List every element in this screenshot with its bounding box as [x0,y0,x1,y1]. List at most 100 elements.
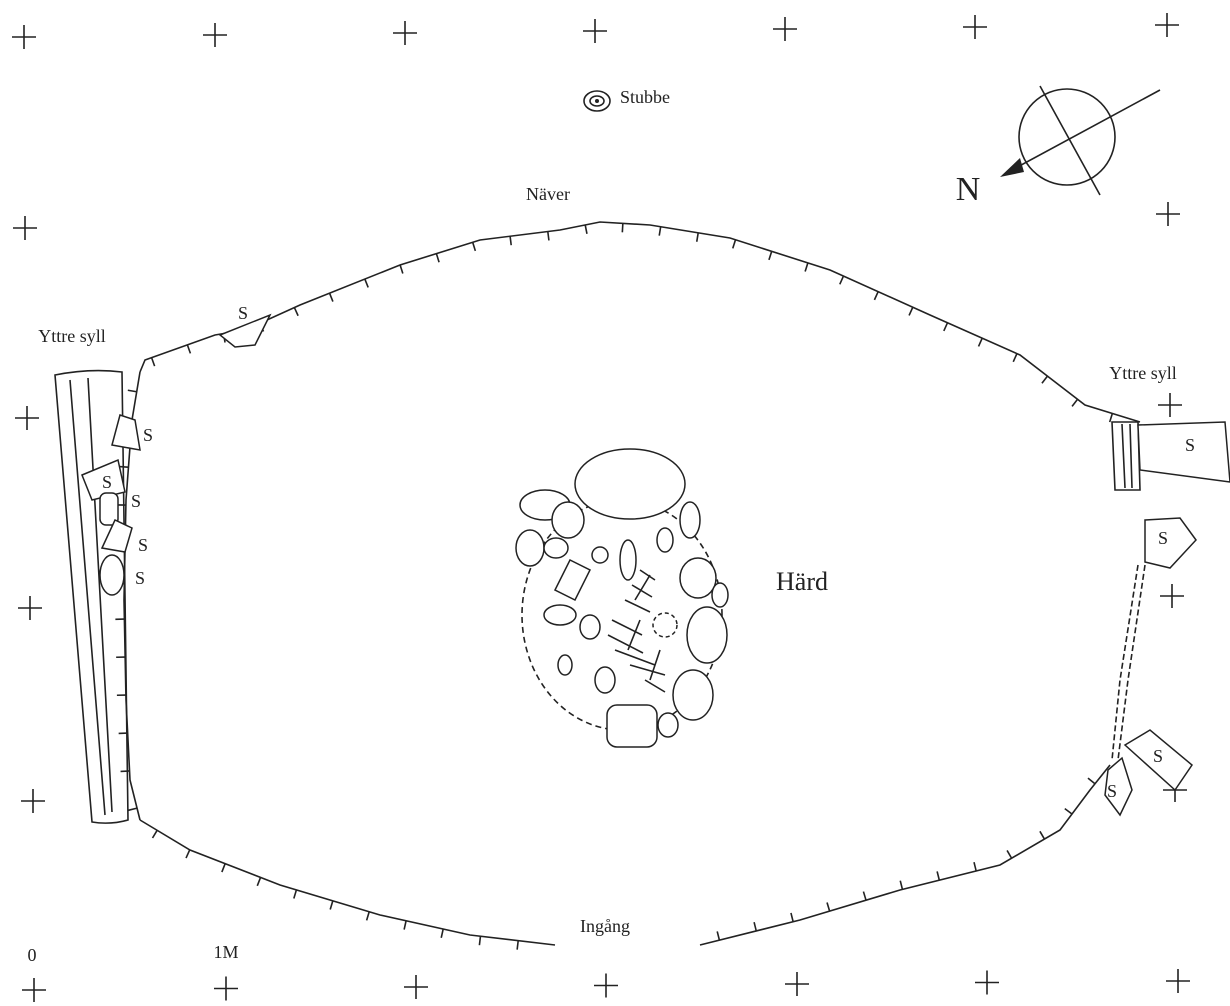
wall-tick [862,891,867,901]
wall-tick [839,275,845,285]
north-label: N [956,171,981,208]
wall-tick [471,242,477,252]
wall-tick [329,900,334,910]
bark-label: Näver [526,184,570,204]
grid-cross [1166,969,1190,993]
stone [1123,729,1194,792]
wall-tick [440,928,444,938]
hearth-stones [515,448,729,748]
wall-tick [150,357,156,367]
grid-cross [594,973,618,998]
wall-tick [973,862,977,872]
stone-label: S [1185,435,1195,455]
wall-tick [731,239,737,249]
stone-label: S [102,472,112,492]
wall-tick [943,322,949,332]
wall-tick [185,849,191,859]
wall-tick [977,337,983,347]
wall-tick [293,889,298,899]
stone [81,458,126,501]
wall-tick [1006,850,1013,859]
grid-crosses [12,13,1190,1002]
sill-label: Yttre syll [38,326,106,346]
wall-tick [1087,777,1096,785]
wall-tick [695,232,699,242]
wall-tick [365,911,370,921]
wall-tick [151,829,158,839]
grid-cross [393,21,417,45]
north-arrow [1000,85,1161,196]
stone [1144,517,1197,569]
grid-cross [214,976,238,1001]
grid-cross [15,406,39,430]
wall-outline [699,764,1111,946]
grid-cross [404,975,428,999]
wall-tick [509,236,512,246]
wall-tick [584,224,588,234]
grid-cross [18,596,42,620]
stone-label: S [131,491,141,511]
stone [111,414,141,451]
wall-tick [621,223,624,233]
wall-tick [328,292,334,302]
wall-tick [1012,353,1018,363]
grid-cross [1156,202,1180,226]
wall-tick [547,231,550,241]
grid-cross [583,19,607,43]
scale-label: 1M [213,942,238,962]
scale-label: 0 [28,945,37,965]
wall-tick [716,931,721,941]
hearth-label: Härd [776,567,828,596]
wall-tick [768,251,773,261]
wall-tick [364,278,369,288]
hearth-outline [521,499,723,731]
stone-label: S [1107,781,1117,801]
stone [99,492,119,526]
stone [218,313,272,348]
stone [100,519,133,553]
wall-tick [1108,413,1114,423]
wall-tick [435,253,440,263]
wall-tick [221,863,226,873]
wall-tick [128,807,138,812]
wall-tick [804,262,809,272]
stone [1137,421,1230,483]
wall-tick [899,880,904,890]
charcoal-hatching [607,569,666,693]
grid-cross [773,17,797,41]
stone-label: S [1153,746,1163,766]
sill [54,369,129,824]
grid-cross [1155,13,1179,37]
wall-tick [478,936,482,946]
sill [1111,564,1146,761]
stone [99,554,125,596]
wall-tick [753,922,758,932]
wall-tick [826,902,831,912]
wall-tick [1064,807,1073,815]
stone-label: S [135,568,145,588]
grid-cross [13,216,37,240]
stone [1104,756,1133,817]
stone-label: S [138,535,148,555]
wall-tick [399,264,404,274]
grid-cross [963,15,987,39]
wall-tick [1039,830,1046,840]
sill-label: Yttre syll [1109,363,1177,383]
entrance-label: Ingång [580,916,630,936]
wall-tick [873,291,879,301]
stone-label: S [238,303,248,323]
wall-tick [658,226,662,236]
grid-cross [975,970,999,995]
wall-tick [127,389,137,393]
grid-cross [203,23,227,47]
grid-cross [12,25,36,49]
grid-cross [22,978,46,1002]
stump-label: Stubbe [620,87,670,107]
wall-tick [516,940,519,950]
wall-ticks [115,223,1114,950]
wall-tick [293,307,299,317]
wall-tick [1041,375,1049,384]
sill [69,377,113,816]
